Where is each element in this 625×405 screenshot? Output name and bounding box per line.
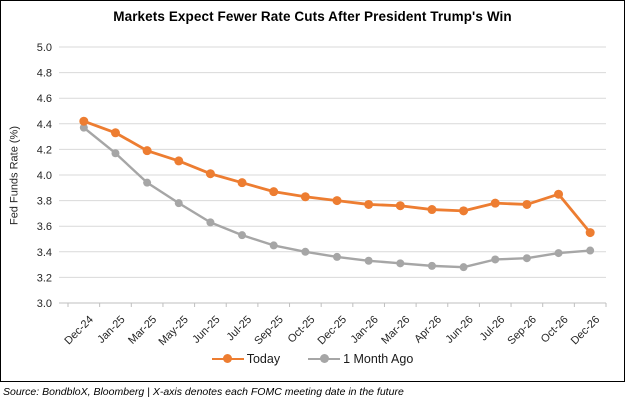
legend-item-1-month-ago: 1 Month Ago xyxy=(308,352,413,366)
data-point-1-month-ago-mar-26 xyxy=(396,259,405,268)
x-tick-label: Dec-25 xyxy=(316,314,350,348)
x-tick-label: Jun-26 xyxy=(443,314,475,346)
data-point-1-month-ago-oct-25 xyxy=(301,247,310,256)
x-tick-label: Dec-26 xyxy=(569,314,603,348)
x-tick-label: Jun-25 xyxy=(190,314,222,346)
data-point-1-month-ago-may-25 xyxy=(174,199,183,208)
data-point-today-jun-26 xyxy=(459,206,469,216)
y-tick-label: 4.4 xyxy=(37,119,52,131)
month-ago-line-swatch xyxy=(308,354,341,364)
data-point-today-oct-25 xyxy=(300,192,310,202)
x-tick-label: May-25 xyxy=(156,314,190,348)
y-tick-label: 3.2 xyxy=(37,272,52,284)
data-point-today-may-25 xyxy=(174,156,184,166)
month-ago-dot-icon xyxy=(319,354,329,364)
data-point-1-month-ago-dec-26 xyxy=(586,246,595,255)
legend-item-today: Today xyxy=(211,352,281,366)
data-point-today-dec-24 xyxy=(79,116,89,126)
legend-label-today: Today xyxy=(246,352,281,366)
data-point-1-month-ago-jul-25 xyxy=(238,231,247,240)
data-point-1-month-ago-jun-25 xyxy=(206,218,215,227)
data-point-today-oct-26 xyxy=(554,189,564,199)
source-note: Source: BondbloX, Bloomberg | X-axis den… xyxy=(3,386,404,398)
today-dot-icon xyxy=(223,354,233,364)
data-point-1-month-ago-apr-26 xyxy=(427,261,436,270)
data-point-1-month-ago-dec-25 xyxy=(333,252,341,261)
x-tick-label: Sep-25 xyxy=(252,314,286,348)
legend-label-1-month-ago: 1 Month Ago xyxy=(343,352,414,366)
x-tick-label: Jul-26 xyxy=(478,314,508,344)
y-tick-label: 3.8 xyxy=(37,196,52,208)
data-point-1-month-ago-dec-24 xyxy=(79,123,88,132)
x-tick-label: Oct-26 xyxy=(539,314,571,346)
data-point-1-month-ago-sep-26 xyxy=(522,254,531,263)
chart-frame xyxy=(0,0,625,382)
x-tick-label: Jul-25 xyxy=(225,314,255,344)
data-point-1-month-ago-jul-26 xyxy=(491,255,500,264)
data-point-today-dec-25 xyxy=(332,196,342,206)
data-point-today-dec-26 xyxy=(585,228,595,238)
data-point-1-month-ago-jun-26 xyxy=(459,263,468,272)
data-point-today-jan-25 xyxy=(110,128,120,138)
y-tick-label: 4.6 xyxy=(37,93,52,105)
data-point-today-apr-26 xyxy=(427,205,437,215)
data-point-1-month-ago-jan-25 xyxy=(111,149,120,158)
x-tick-label: Dec-24 xyxy=(62,314,96,348)
y-tick-label: 4.0 xyxy=(37,170,52,182)
data-point-1-month-ago-sep-25 xyxy=(269,241,278,250)
data-point-1-month-ago-mar-25 xyxy=(143,178,152,187)
data-point-today-jun-25 xyxy=(205,169,215,179)
y-tick-label: 3.0 xyxy=(37,298,52,310)
x-tick-label: Mar-25 xyxy=(126,314,159,347)
y-tick-label: 5.0 xyxy=(37,42,52,54)
y-tick-label: 4.2 xyxy=(37,144,52,156)
x-tick-label: Sep-26 xyxy=(505,314,539,348)
x-tick-label: Mar-26 xyxy=(379,314,412,347)
today-line-swatch xyxy=(211,354,244,364)
data-point-today-sep-26 xyxy=(522,199,532,209)
series-line-today xyxy=(83,119,592,234)
data-point-1-month-ago-jan-26 xyxy=(364,256,373,265)
y-tick-label: 4.8 xyxy=(37,68,52,80)
data-point-today-jan-26 xyxy=(364,199,374,209)
x-tick-label: Oct-25 xyxy=(286,314,318,346)
chart-title: Markets Expect Fewer Rate Cuts After Pre… xyxy=(113,9,512,24)
x-tick-label: Apr-26 xyxy=(412,314,444,346)
data-point-today-mar-26 xyxy=(395,201,405,211)
x-tick-label: Jan-26 xyxy=(348,314,380,346)
y-tick-label: 3.4 xyxy=(37,247,52,259)
chart-legend: Today 1 Month Ago xyxy=(0,352,625,366)
data-point-today-sep-25 xyxy=(269,187,279,197)
y-tick-label: 3.6 xyxy=(37,221,52,233)
data-point-1-month-ago-oct-26 xyxy=(554,249,563,258)
data-point-today-mar-25 xyxy=(142,146,152,156)
data-point-today-jul-25 xyxy=(237,178,247,188)
x-tick-label: Jan-25 xyxy=(95,314,127,346)
data-point-today-jul-26 xyxy=(490,198,500,208)
